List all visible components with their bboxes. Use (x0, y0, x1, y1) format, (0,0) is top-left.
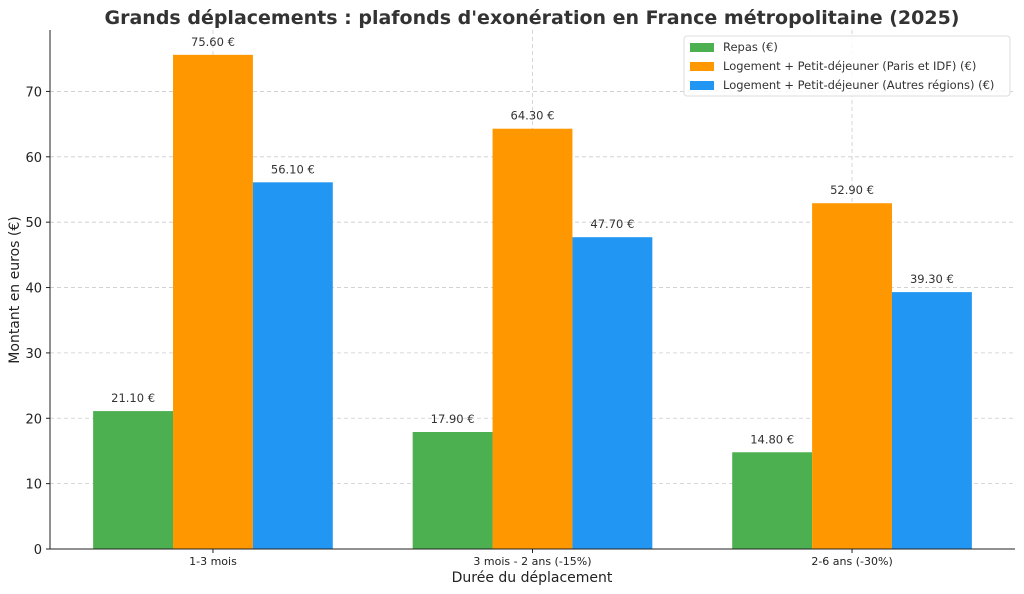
chart-title: Grands déplacements : plafonds d'exonéra… (105, 7, 960, 29)
data-label: 64.30 € (511, 109, 555, 123)
x-tick-label: 1-3 mois (189, 555, 237, 568)
bar (93, 411, 174, 549)
y-tick-label: 30 (25, 347, 42, 362)
legend-label: Logement + Petit-déjeuner (Paris et IDF)… (723, 59, 976, 73)
y-tick-label: 10 (25, 478, 42, 493)
x-tick-label: 3 mois - 2 ans (-15%) (473, 555, 591, 568)
bar (492, 128, 573, 549)
legend-swatch (690, 43, 714, 52)
bar (891, 292, 972, 549)
data-label: 14.80 € (750, 432, 794, 446)
data-label: 21.10 € (111, 391, 155, 405)
data-label: 75.60 € (191, 35, 235, 49)
bar (252, 182, 333, 549)
bar (572, 237, 653, 549)
data-label: 56.10 € (271, 162, 315, 176)
bars: 21.10 € 75.60 € 56.10 € 17.90 € 64.30 € 47.70… (93, 35, 972, 549)
data-label: 39.30 € (910, 272, 954, 286)
y-tick-label: 20 (25, 412, 42, 427)
y-tick-label: 40 (25, 282, 42, 297)
bar (412, 431, 493, 549)
legend-label: Repas (€) (723, 40, 778, 54)
legend-label: Logement + Petit-déjeuner (Autres région… (723, 78, 994, 92)
legend-swatch (690, 81, 714, 90)
data-label: 47.70 € (590, 217, 634, 231)
legend: Repas (€) Logement + Petit-déjeuner (Pari… (683, 35, 1011, 97)
bar (732, 452, 813, 549)
y-tick-label: 0 (34, 543, 42, 558)
data-label: 52.90 € (830, 183, 874, 197)
axes: 0 10 20 30 40 50 60 70 1-3 mois 3 mois - 2 ans (-… (25, 30, 1015, 568)
legend-swatch (690, 62, 714, 71)
bar (812, 203, 892, 549)
bar (173, 54, 253, 549)
y-tick-label: 60 (25, 151, 42, 166)
x-axis-label: Durée du déplacement (452, 570, 613, 586)
x-tick-label: 2-6 ans (-30%) (811, 555, 892, 568)
y-axis-label: Montant en euros (€) (7, 216, 23, 363)
y-tick-label: 50 (25, 216, 42, 231)
y-tick-label: 70 (25, 85, 42, 100)
legend-box (683, 35, 1011, 97)
data-label: 17.90 € (431, 412, 475, 426)
